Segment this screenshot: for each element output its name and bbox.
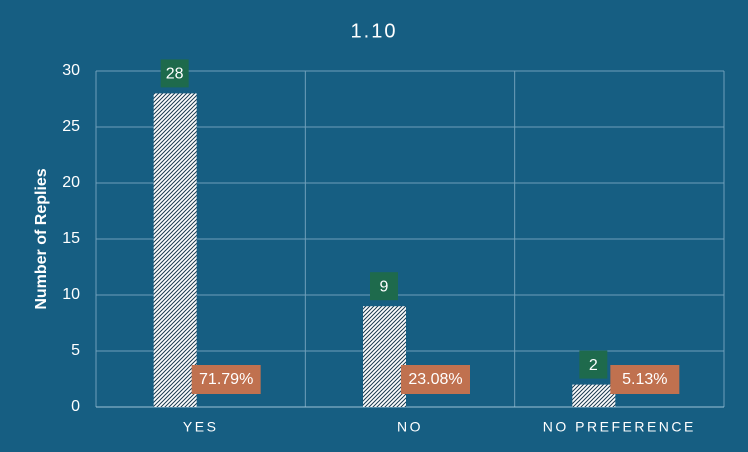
share-label: 5.13% (622, 371, 667, 388)
count-label: 2 (589, 357, 598, 374)
count-label-box (370, 272, 398, 301)
x-tick-label: NO (397, 419, 423, 435)
count-label: 28 (166, 66, 184, 83)
bar (363, 306, 406, 407)
share-label: 23.08% (408, 371, 462, 388)
bar (572, 384, 616, 407)
x-tick-label: YES (183, 419, 219, 435)
y-tick-label: 0 (71, 398, 80, 415)
count-label-box (579, 350, 608, 379)
x-tick-label: NO PREFERENCE (543, 419, 696, 435)
count-label: 9 (380, 278, 389, 295)
share-label-box (401, 365, 470, 394)
chart-title: 1.10 (351, 20, 398, 42)
y-tick-label: 15 (62, 230, 80, 247)
share-label-box (191, 365, 261, 394)
share-label: 71.79% (199, 371, 253, 388)
y-tick-label: 30 (62, 62, 80, 79)
bar (153, 93, 197, 408)
count-label-box (160, 59, 189, 88)
share-label-box (610, 365, 680, 394)
y-tick-label: 25 (62, 118, 80, 135)
y-axis-label: Number of Replies (33, 168, 50, 309)
y-tick-label: 5 (71, 342, 80, 359)
y-tick-label: 20 (62, 174, 80, 191)
y-tick-label: 10 (62, 286, 80, 303)
